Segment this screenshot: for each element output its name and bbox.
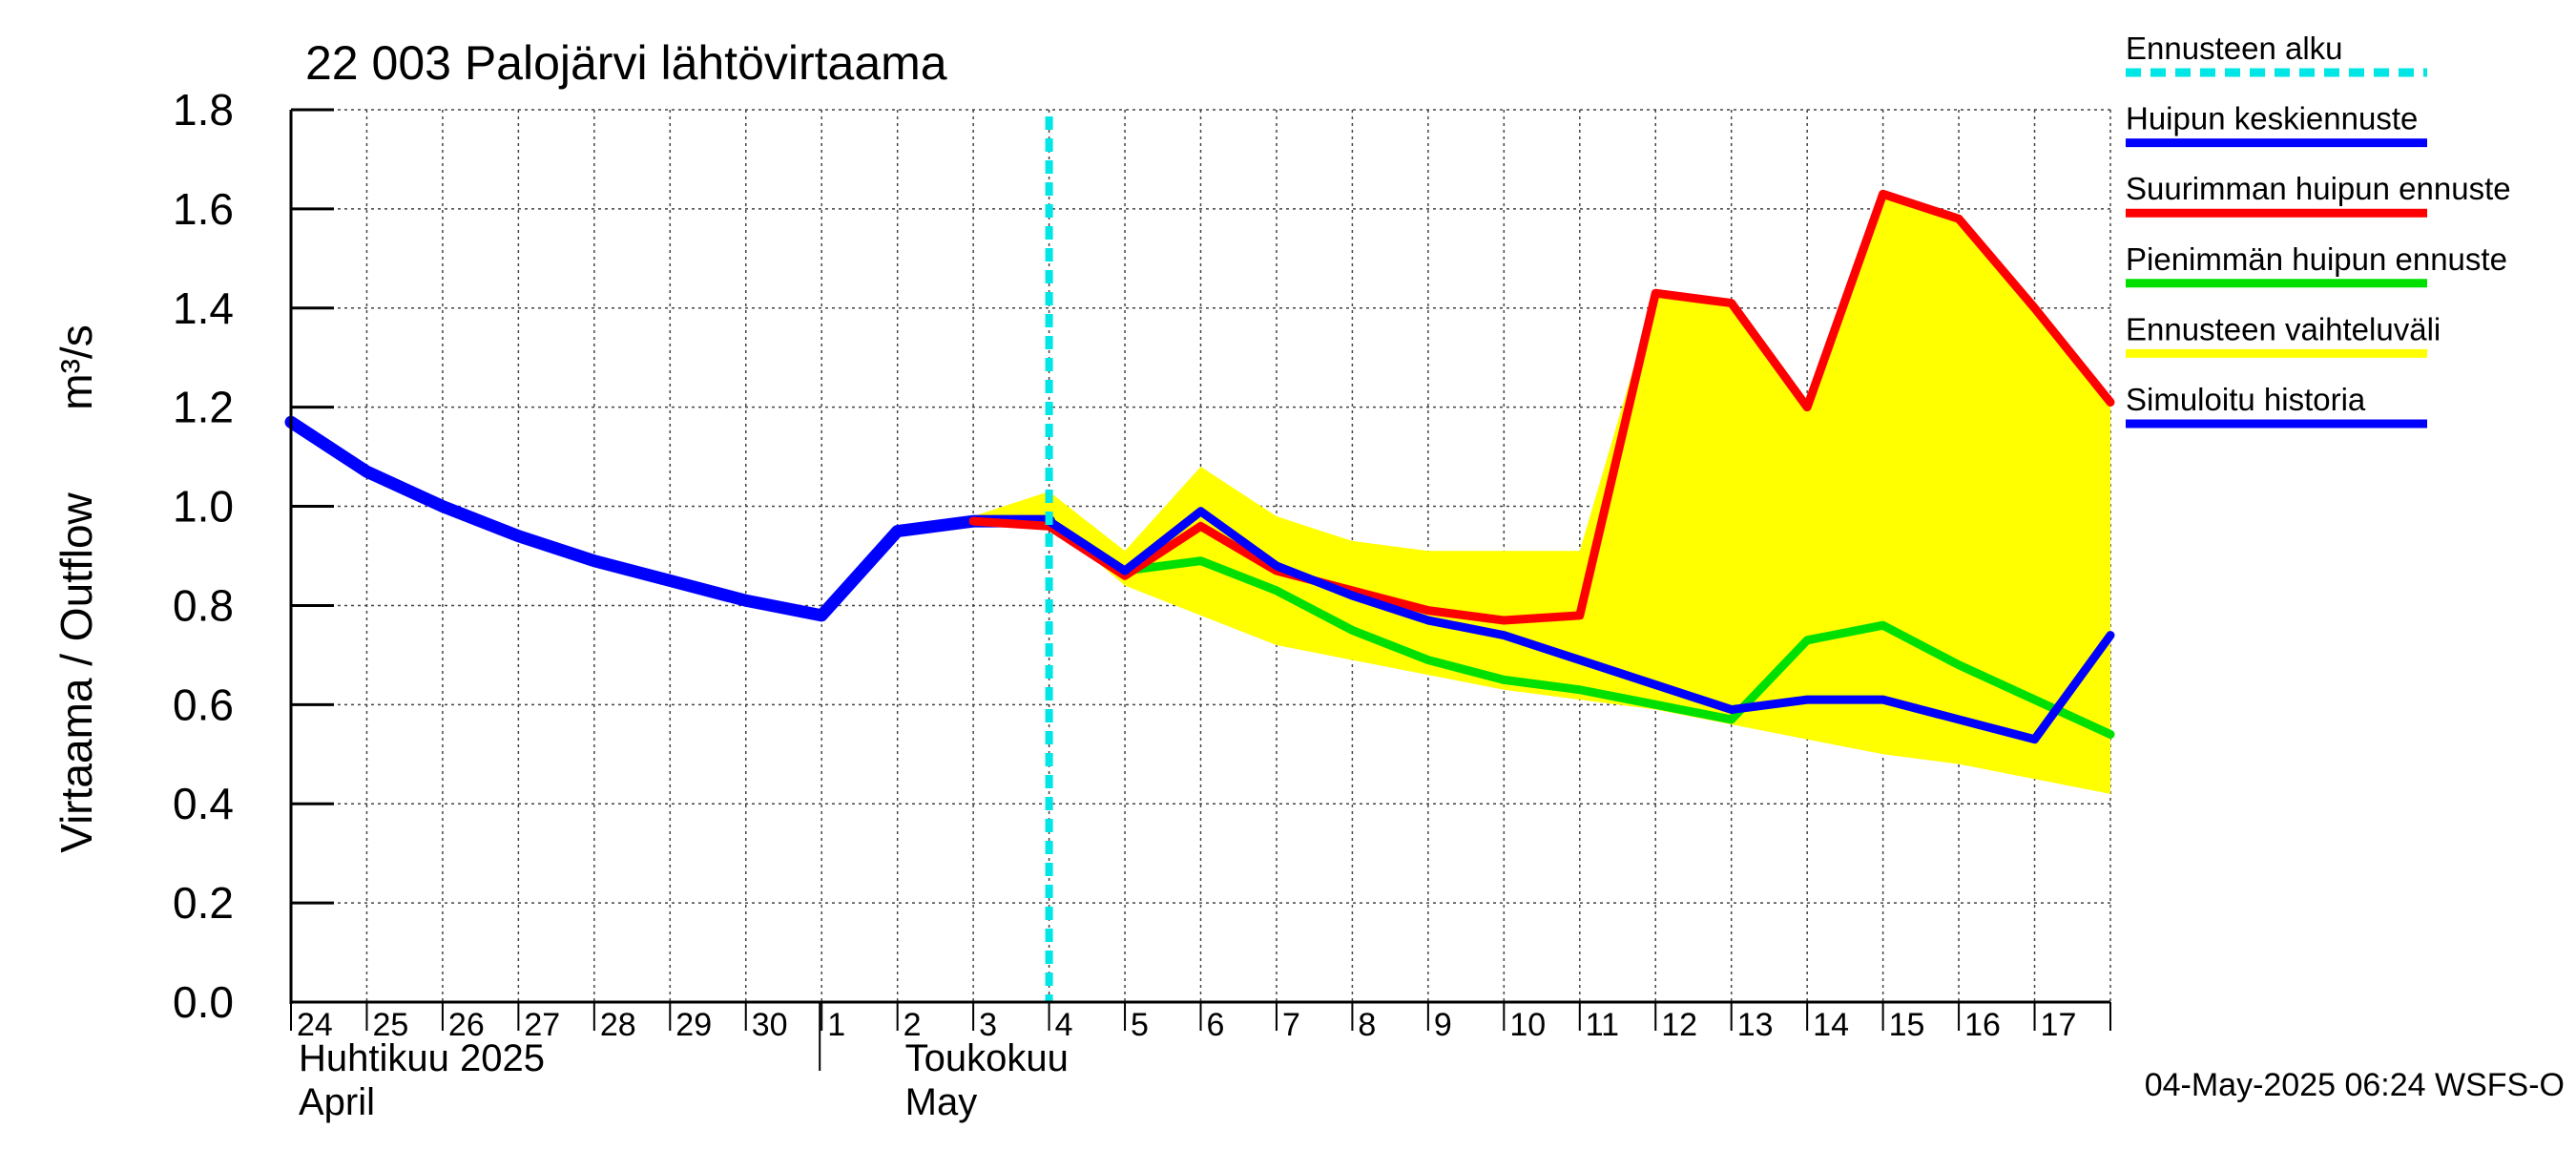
series-line-3 <box>968 189 2115 625</box>
y-axis-unit: m³/s <box>52 324 101 409</box>
x-tick-label: 15 <box>1889 1007 1925 1043</box>
grid <box>291 109 2111 1002</box>
month-label-en: April <box>299 1081 375 1123</box>
y-tick-label: 0.8 <box>173 580 234 630</box>
forecast-range-area <box>958 194 2110 794</box>
y-tick-label: 0.0 <box>173 977 234 1027</box>
legend: Ennusteen alku Huipun keskiennuste Suurimm… <box>2126 31 2511 429</box>
x-tick-label: 26 <box>448 1007 485 1043</box>
series-line-2 <box>1045 516 2115 739</box>
month-label-fi: Toukokuu <box>905 1037 1069 1079</box>
y-tick-labels: 0.0 0.2 0.4 0.6 0.8 1.0 1.2 1.4 1.6 1.8 <box>173 85 234 1027</box>
x-tick-label: 27 <box>524 1007 560 1043</box>
legend-label: Ennusteen alku <box>2126 31 2343 66</box>
y-tick-label: 0.2 <box>173 878 234 928</box>
y-tick-label: 1.4 <box>173 283 234 333</box>
chart-title: 22 003 Palojärvi lähtövirtaama <box>305 36 947 90</box>
series-lines <box>284 116 2115 1002</box>
x-tick-label: 13 <box>1737 1007 1774 1043</box>
x-tick-label: 17 <box>2041 1007 2077 1043</box>
y-tick-label: 0.6 <box>173 680 234 729</box>
x-tick-label: 25 <box>372 1007 408 1043</box>
month-label-en: May <box>905 1081 978 1123</box>
y-tick-label: 1.6 <box>173 184 234 234</box>
x-tick-label: 11 <box>1586 1007 1619 1043</box>
x-tick-label: 24 <box>297 1007 333 1043</box>
x-tick-label: 4 <box>1055 1007 1073 1043</box>
x-tick-label: 8 <box>1358 1007 1376 1043</box>
x-tick-label: 3 <box>979 1007 997 1043</box>
x-tick-label: 7 <box>1282 1007 1300 1043</box>
axes <box>289 108 2111 1071</box>
month-label-fi: Huhtikuu 2025 <box>299 1037 545 1079</box>
x-tick-label: 10 <box>1509 1007 1546 1043</box>
x-tick-label: 29 <box>675 1007 712 1043</box>
x-tick-label: 16 <box>1964 1007 2001 1043</box>
x-tick-label: 12 <box>1661 1007 1697 1043</box>
y-tick-label: 1.2 <box>173 383 234 432</box>
x-tick-label: 2 <box>904 1007 922 1043</box>
y-tick-label: 0.4 <box>173 779 234 828</box>
x-tick-labels: 24 25 26 27 28 29 30 1 2 3 4 5 6 7 8 9 10 11 12 13 14 15 16 17 <box>297 1007 2076 1043</box>
series-line-1 <box>284 415 1056 622</box>
y-axis-label: Virtaama / Outflow <box>52 491 101 852</box>
y-tick-label: 1.8 <box>173 85 234 135</box>
legend-label: Suurimman huipun ennuste <box>2126 171 2511 206</box>
forecast-range-band <box>958 194 2110 794</box>
x-tick-label: 1 <box>827 1007 845 1043</box>
legend-label: Huipun keskiennuste <box>2126 101 2418 136</box>
x-tick-label: 14 <box>1813 1007 1849 1043</box>
x-tick-label: 6 <box>1207 1007 1225 1043</box>
series-line-4 <box>1045 507 2115 744</box>
footer-timestamp: 04-May-2025 06:24 WSFS-O <box>2145 1067 2565 1103</box>
legend-label: Pienimmän huipun ennuste <box>2126 241 2507 277</box>
x-tick-label: 5 <box>1131 1007 1149 1043</box>
x-tick-label: 9 <box>1434 1007 1452 1043</box>
legend-label: Simuloitu historia <box>2126 382 2366 417</box>
legend-label: Ennusteen vaihteluväli <box>2126 311 2441 346</box>
x-tick-label: 28 <box>600 1007 636 1043</box>
y-tick-label: 1.0 <box>173 482 234 532</box>
x-tick-label: 30 <box>752 1007 788 1043</box>
